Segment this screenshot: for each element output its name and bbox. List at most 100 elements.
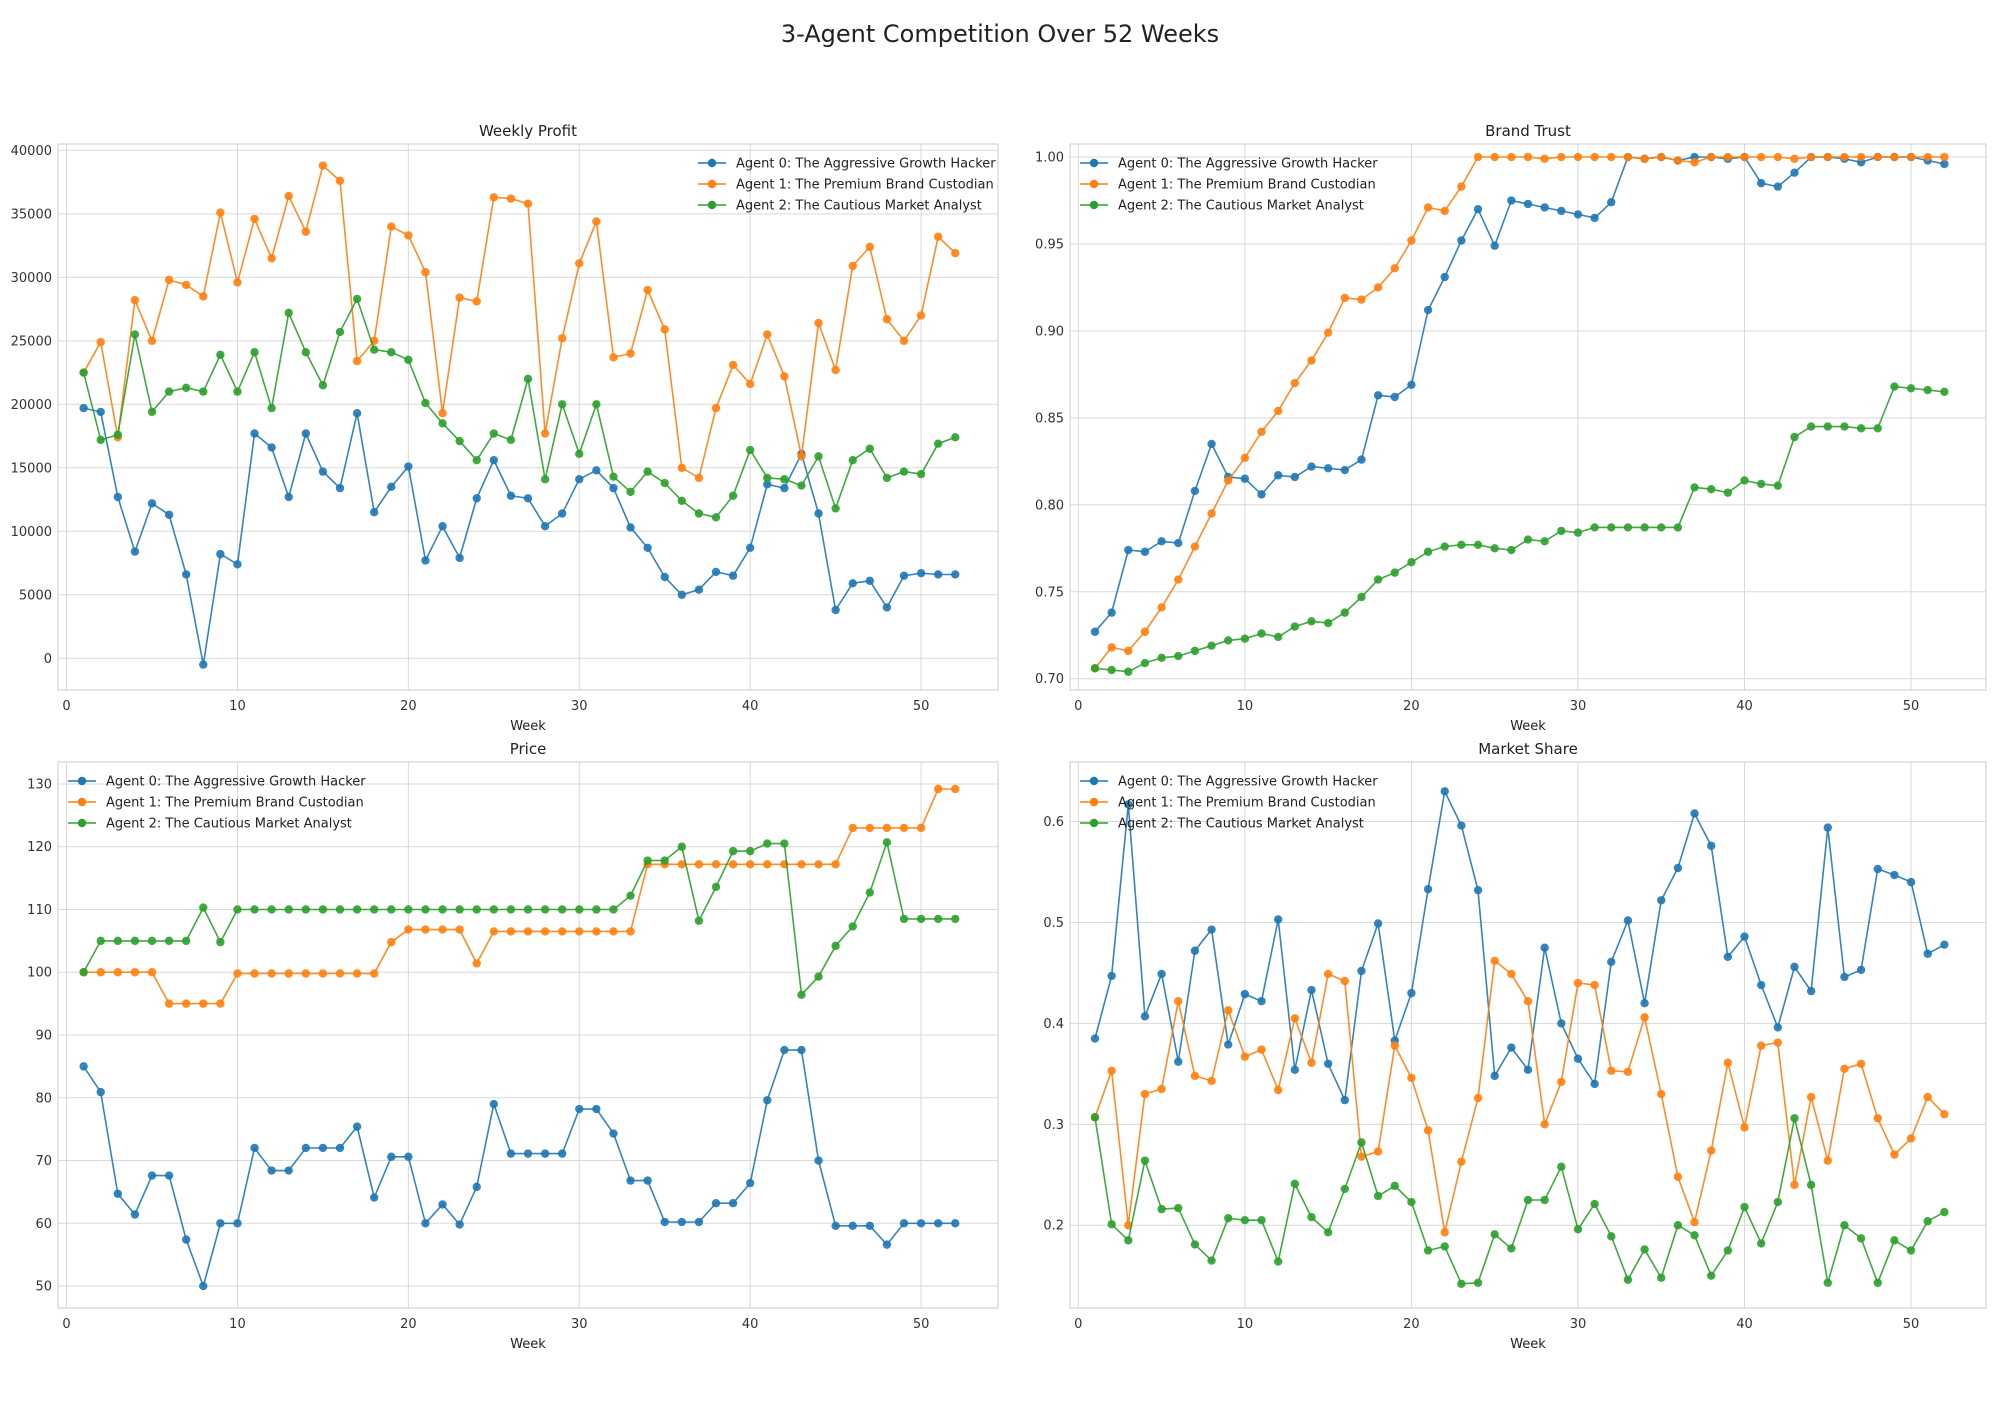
data-point [1257, 427, 1266, 436]
y-tick-label: 90 [35, 1029, 52, 1044]
data-point [1773, 481, 1783, 490]
x-tick-label: 10 [229, 699, 246, 714]
legend-label: Agent 2: The Cautious Market Analyst [1118, 199, 1364, 214]
data-point [335, 969, 345, 978]
data-point [472, 455, 481, 465]
data-point [1373, 283, 1383, 292]
data-point [609, 472, 618, 481]
data-point [1340, 1095, 1350, 1105]
data-point [506, 491, 516, 500]
x-tick-label: 0 [1074, 699, 1082, 714]
legend-marker [77, 818, 87, 828]
legend: Agent 0: The Aggressive Growth Hacker Age… [68, 775, 366, 832]
data-point [865, 576, 875, 585]
data-point [1623, 1067, 1633, 1077]
data-point [113, 1189, 123, 1198]
data-point [1773, 1197, 1783, 1207]
data-point [1806, 152, 1816, 162]
chart-panel-2: 0 10 20 30 40 50 0.70 0.75 0.80 0.85 0.90 0.95 1.00 B… [1035, 122, 1987, 734]
data-point [1673, 156, 1683, 165]
data-point [1756, 980, 1766, 990]
data-point [1473, 152, 1483, 162]
data-point [1323, 1228, 1333, 1237]
data-point [181, 280, 191, 290]
data-point [472, 297, 481, 306]
data-point [899, 914, 909, 924]
data-point [1390, 1041, 1399, 1050]
data-point [1107, 665, 1116, 675]
data-point [523, 1149, 533, 1158]
data-point [951, 570, 960, 579]
data-point [1457, 236, 1466, 245]
data-point [199, 1281, 208, 1291]
data-point [1923, 1217, 1932, 1226]
data-point [1340, 465, 1350, 475]
y-tick-label: 0.4 [1043, 1017, 1064, 1032]
data-point [1823, 1156, 1832, 1165]
data-point [1707, 1271, 1716, 1280]
data-point [660, 856, 669, 865]
data-point [677, 496, 687, 506]
data-point [1640, 1013, 1649, 1022]
data-point [1823, 823, 1832, 832]
data-point [745, 379, 755, 389]
data-point [1174, 996, 1183, 1006]
chart-panel-3: 0 10 20 30 40 50 50 60 70 80 90 100 110 120 130 Price We… [27, 740, 999, 1352]
data-point [1423, 1126, 1433, 1135]
chart-title: Weekly Profit [479, 122, 577, 140]
y-tick-label: 120 [27, 840, 52, 855]
legend-marker [1089, 200, 1099, 210]
data-point [660, 1217, 669, 1227]
data-point [1557, 206, 1566, 216]
data-point [1523, 996, 1533, 1006]
data-point [1124, 646, 1133, 656]
data-point [1290, 1065, 1300, 1075]
data-point [1856, 1234, 1866, 1243]
data-point [814, 1156, 823, 1165]
data-point [1623, 1275, 1633, 1284]
data-point [1590, 523, 1599, 532]
data-point [1873, 1278, 1882, 1287]
data-point [1190, 542, 1200, 551]
data-point [1157, 537, 1166, 546]
data-point [1540, 537, 1549, 546]
data-point [592, 466, 601, 475]
data-point [1140, 547, 1150, 556]
legend-label: Agent 1: The Premium Brand Custodian [1118, 796, 1376, 811]
data-point [181, 936, 191, 946]
data-point [694, 473, 704, 483]
data-point [216, 999, 225, 1008]
data-point [113, 936, 123, 946]
data-point [96, 936, 105, 946]
data-point [1290, 1179, 1300, 1189]
data-point [1390, 392, 1399, 402]
y-tick-label: 50 [35, 1280, 52, 1295]
data-point [1740, 152, 1749, 162]
data-point [147, 968, 157, 977]
data-point [745, 846, 755, 856]
data-point [284, 1166, 293, 1175]
data-point [1940, 1207, 1949, 1217]
data-point [1523, 199, 1533, 209]
data-point [609, 353, 618, 362]
data-point [335, 905, 345, 914]
data-point [1806, 986, 1816, 996]
series-agent-1 [79, 784, 960, 1008]
data-point [780, 839, 789, 848]
data-point [1323, 969, 1333, 979]
data-point [1707, 484, 1716, 494]
x-tick-label: 40 [1736, 699, 1753, 714]
data-point [780, 483, 789, 493]
data-point [933, 914, 943, 924]
data-point [1906, 152, 1916, 162]
data-point [1124, 667, 1133, 676]
series-line [83, 407, 956, 665]
legend-marker [707, 158, 717, 168]
data-point [1407, 380, 1416, 390]
data-point [352, 905, 362, 914]
data-point [523, 927, 533, 936]
data-point [1174, 575, 1183, 584]
data-point [1873, 424, 1882, 433]
data-point [506, 194, 516, 203]
data-point [1473, 1278, 1483, 1287]
